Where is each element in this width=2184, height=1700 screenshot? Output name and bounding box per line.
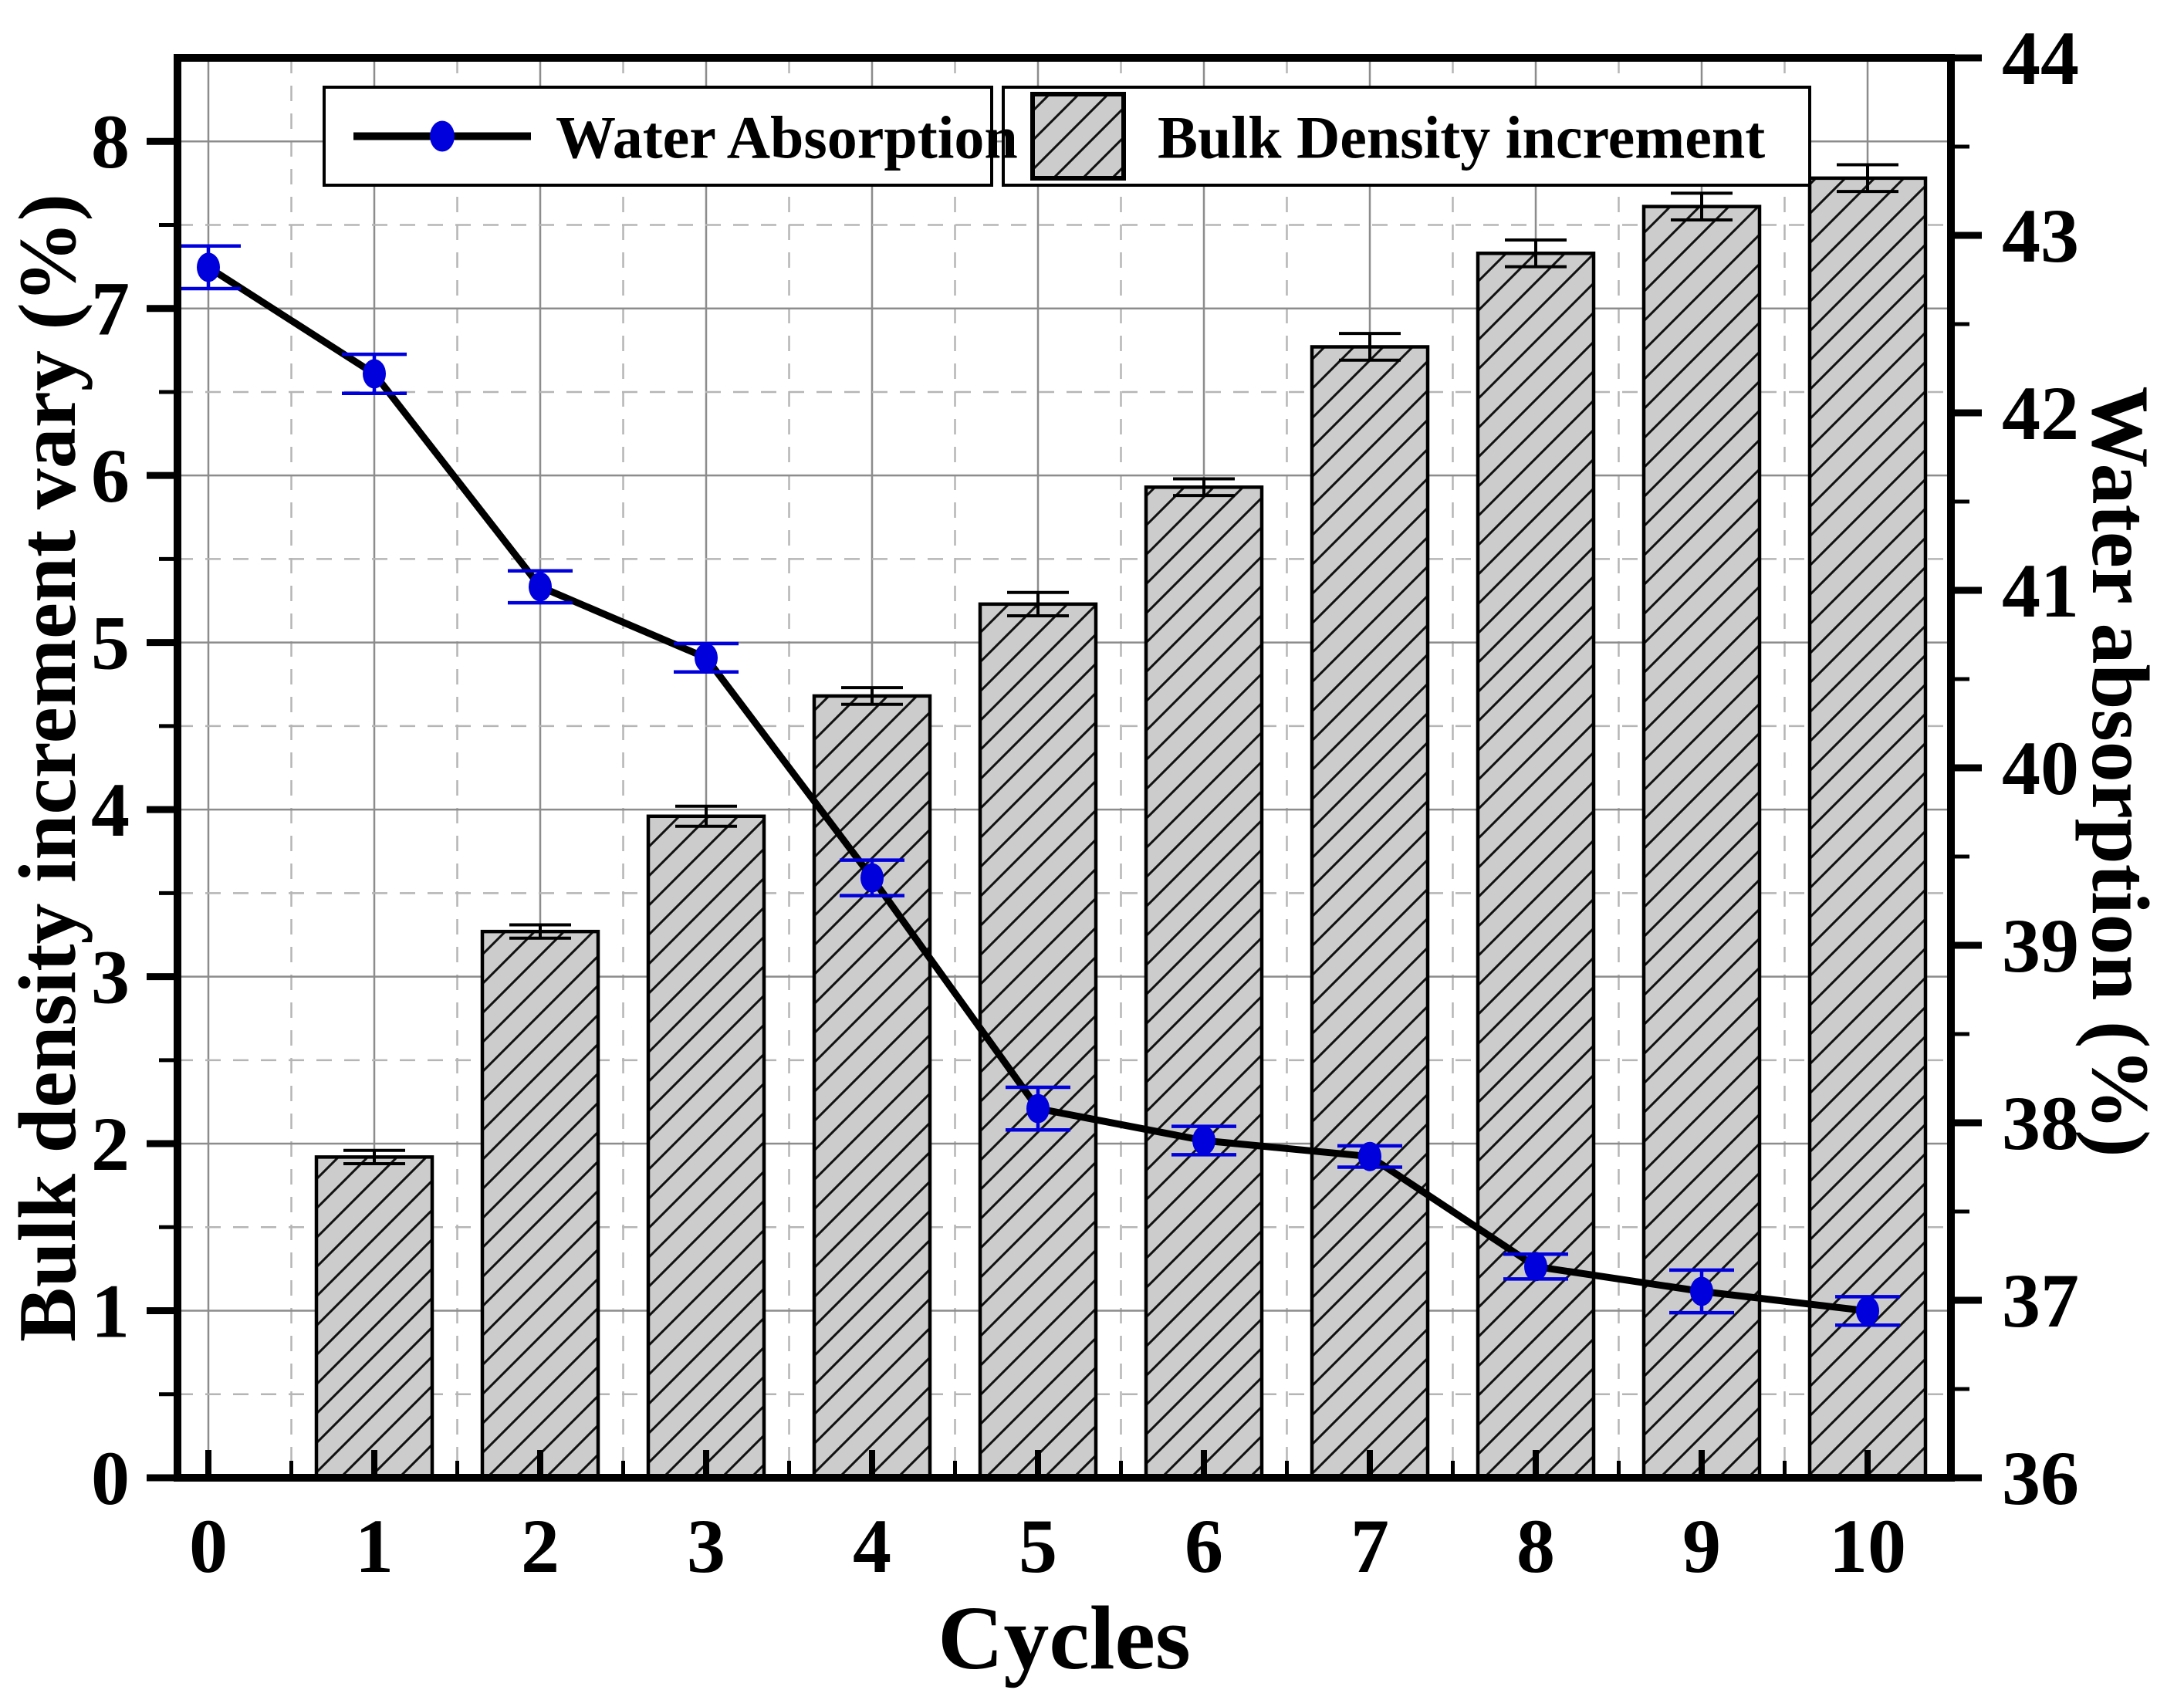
x-tick-label: 6 [1185, 1503, 1223, 1589]
data-point-marker [695, 643, 718, 673]
x-tick-label: 1 [355, 1503, 394, 1589]
bar [1807, 176, 1928, 1480]
bar [1310, 345, 1430, 1480]
y-left-tick-label: 6 [91, 433, 130, 519]
y-right-tick-label: 36 [2002, 1435, 2079, 1521]
y-right-tick-label: 44 [2002, 15, 2079, 101]
bar [1144, 485, 1264, 1480]
y-left-tick-label: 2 [91, 1101, 130, 1187]
x-tick-label: 10 [1829, 1503, 1906, 1589]
data-point-marker [860, 863, 884, 893]
y-left-tick-label: 1 [91, 1269, 130, 1354]
bar [978, 602, 1098, 1480]
data-point-marker [1192, 1126, 1215, 1155]
bar [812, 694, 932, 1480]
data-point-marker [197, 252, 220, 282]
y-right-tick-label: 37 [2002, 1258, 2079, 1343]
y-left-tick-label: 0 [91, 1435, 130, 1521]
data-point-marker [1856, 1296, 1879, 1326]
x-tick-label: 7 [1351, 1503, 1389, 1589]
right-axis-title: Water absorption (%) [2075, 386, 2165, 1158]
legend-box-bulk-density [1002, 86, 1811, 187]
x-tick-label: 3 [687, 1503, 725, 1589]
data-point-marker [1358, 1141, 1381, 1171]
y-left-tick-label: 3 [91, 934, 130, 1020]
legend-label-water-absorption: Water Absorption [556, 104, 1018, 171]
left-axis-title: Bulk density increment vary (%) [2, 194, 93, 1342]
bar [480, 929, 600, 1480]
x-tick-label: 9 [1682, 1503, 1721, 1589]
legend-marker-sample [430, 120, 455, 152]
legend-hatched-bar-sample [1030, 92, 1126, 181]
y-right-tick-label: 41 [2002, 548, 2079, 634]
data-point-marker [529, 572, 552, 602]
data-point-marker [1524, 1252, 1547, 1282]
x-axis-title: Cycles [938, 1587, 1191, 1688]
y-left-tick-label: 8 [91, 99, 130, 184]
y-left-tick-label: 7 [91, 266, 130, 352]
bar [646, 814, 766, 1480]
legend-label-bulk-density: Bulk Density increment [1158, 104, 1765, 171]
bar [1476, 252, 1596, 1480]
x-tick-label: 5 [1019, 1503, 1057, 1589]
data-point-marker [1026, 1093, 1050, 1124]
plot-frame [174, 54, 1955, 1482]
y-left-tick-label: 5 [91, 600, 130, 686]
x-tick-label: 4 [853, 1503, 891, 1589]
data-point-marker [1690, 1276, 1713, 1306]
y-right-tick-label: 40 [2002, 725, 2079, 811]
y-right-tick-label: 39 [2002, 903, 2079, 989]
bar [314, 1155, 434, 1480]
bar [1641, 204, 1762, 1480]
y-right-tick-label: 38 [2002, 1080, 2079, 1166]
data-point-marker [363, 359, 386, 389]
x-tick-label: 8 [1516, 1503, 1555, 1589]
y-right-tick-label: 43 [2002, 193, 2079, 279]
x-tick-label: 2 [521, 1503, 560, 1589]
x-tick-label: 0 [189, 1503, 228, 1589]
y-left-tick-label: 4 [91, 767, 130, 853]
y-right-tick-label: 42 [2002, 370, 2079, 456]
